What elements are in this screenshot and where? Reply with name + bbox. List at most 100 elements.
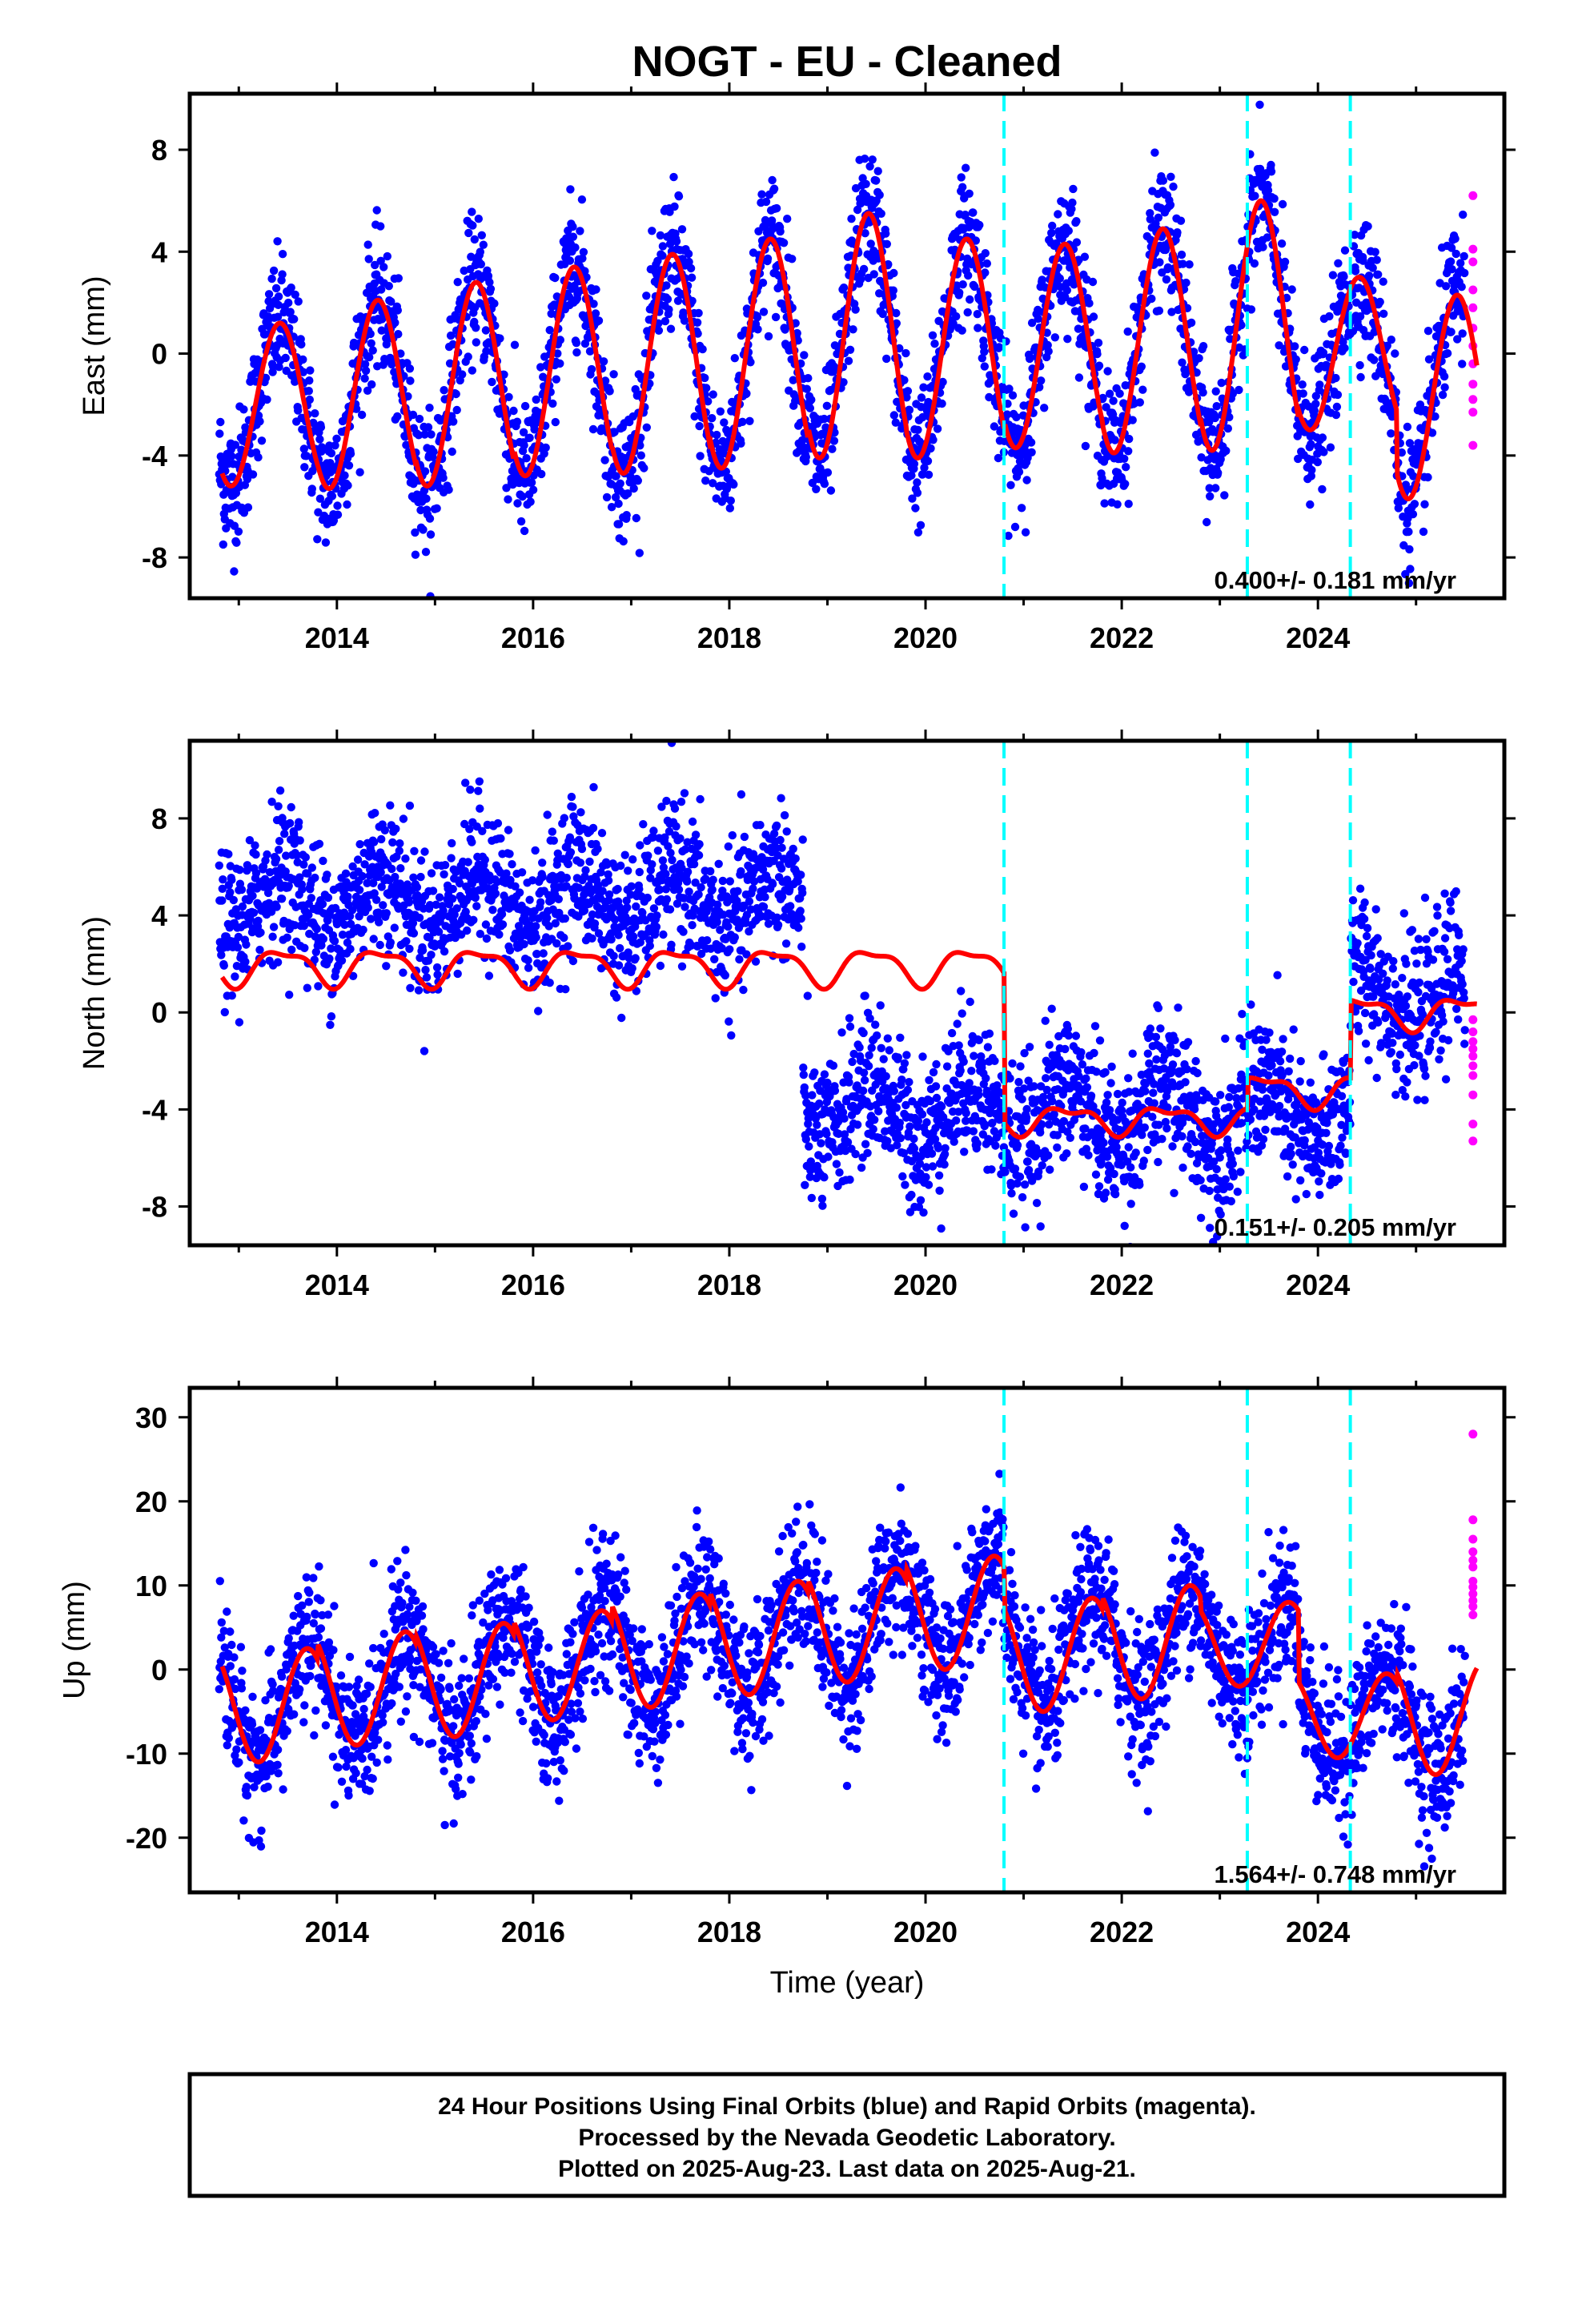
data-point-final bbox=[422, 973, 432, 982]
data-point-final bbox=[1166, 172, 1175, 181]
data-point-final bbox=[709, 390, 717, 399]
data-point-final bbox=[1359, 256, 1367, 265]
data-point-final bbox=[1263, 186, 1273, 195]
data-point-final bbox=[496, 834, 505, 843]
data-point-final bbox=[818, 1201, 827, 1210]
data-point-final bbox=[312, 924, 321, 934]
data-point-final bbox=[847, 215, 856, 223]
data-point-final bbox=[420, 430, 429, 439]
data-point-final bbox=[360, 860, 369, 869]
data-point-final bbox=[269, 266, 279, 275]
data-point-final bbox=[370, 838, 379, 846]
data-point-final bbox=[897, 1076, 906, 1084]
data-point-final bbox=[861, 179, 870, 188]
data-point-final bbox=[855, 1043, 864, 1052]
data-point-final bbox=[612, 472, 620, 480]
data-point-final bbox=[599, 357, 608, 366]
data-point-final bbox=[1055, 274, 1065, 283]
data-point-final bbox=[580, 872, 589, 881]
data-point-final bbox=[1404, 527, 1413, 537]
data-point-final bbox=[1034, 314, 1042, 324]
data-point-final bbox=[893, 397, 901, 406]
data-point-final bbox=[255, 417, 264, 426]
data-point-final bbox=[464, 352, 472, 361]
data-point-final bbox=[1080, 252, 1090, 261]
data-point-final bbox=[428, 887, 438, 895]
data-point-final bbox=[1375, 297, 1384, 307]
data-point-final bbox=[299, 368, 307, 376]
data-point-final bbox=[738, 417, 747, 426]
data-point-final bbox=[1169, 182, 1178, 191]
y-tick-label: 8 bbox=[151, 134, 167, 167]
data-point-final bbox=[1074, 373, 1084, 382]
data-point-final bbox=[1067, 204, 1076, 214]
data-point-final bbox=[994, 453, 1003, 463]
data-point-final bbox=[683, 838, 692, 846]
data-point-final bbox=[405, 944, 414, 954]
data-point-final bbox=[632, 902, 640, 911]
data-point-final bbox=[368, 346, 377, 355]
data-point-final bbox=[777, 794, 785, 802]
data-point-final bbox=[896, 1033, 905, 1043]
data-point-final bbox=[798, 436, 807, 444]
data-point-final bbox=[875, 191, 884, 199]
data-point-final bbox=[565, 256, 575, 265]
data-point-final bbox=[913, 1116, 923, 1126]
data-point-final bbox=[472, 324, 480, 332]
data-point-final bbox=[263, 395, 271, 404]
x-tick-label: 2014 bbox=[305, 621, 369, 654]
data-point-final bbox=[1173, 228, 1182, 237]
data-point-final bbox=[294, 297, 303, 306]
data-point-final bbox=[1211, 484, 1220, 493]
data-point-final bbox=[623, 903, 632, 912]
data-point-final bbox=[1277, 239, 1287, 248]
data-point-final bbox=[1018, 411, 1028, 420]
data-point-final bbox=[344, 461, 354, 470]
data-point-final bbox=[509, 406, 518, 416]
data-point-final bbox=[597, 829, 607, 838]
data-point-final bbox=[568, 956, 578, 966]
data-point-final bbox=[406, 376, 415, 385]
data-point-final bbox=[399, 968, 408, 977]
data-point-final bbox=[1356, 372, 1365, 382]
data-point-final bbox=[1270, 207, 1279, 216]
data-point-final bbox=[759, 308, 769, 316]
data-point-final bbox=[938, 377, 947, 387]
data-point-final bbox=[889, 411, 899, 420]
data-point-final bbox=[587, 364, 596, 374]
data-point-final bbox=[807, 396, 816, 404]
data-point-final bbox=[375, 918, 383, 927]
data-point-final bbox=[458, 370, 467, 379]
data-point-final bbox=[1125, 434, 1134, 444]
data-point-final bbox=[646, 874, 655, 883]
data-point-final bbox=[1068, 198, 1077, 207]
data-point-final bbox=[1370, 356, 1379, 364]
data-point-final bbox=[708, 414, 717, 423]
data-point-final bbox=[1315, 380, 1324, 389]
data-point-final bbox=[801, 1135, 810, 1144]
data-point-final bbox=[377, 326, 386, 335]
data-point-final bbox=[673, 879, 683, 888]
model-fit-line bbox=[219, 198, 1480, 501]
data-point-final bbox=[677, 225, 687, 234]
data-point-final bbox=[821, 423, 830, 432]
data-point-final bbox=[1037, 376, 1046, 385]
data-point-final bbox=[777, 864, 786, 873]
data-point-final bbox=[1235, 385, 1243, 395]
data-point-final bbox=[804, 374, 813, 383]
data-point-final bbox=[1460, 251, 1468, 261]
data-point-final bbox=[1089, 312, 1098, 321]
data-point-final bbox=[1270, 194, 1279, 203]
data-point-final bbox=[1044, 347, 1053, 356]
data-point-final bbox=[665, 905, 675, 914]
data-point-final bbox=[355, 840, 364, 849]
data-point-final bbox=[594, 316, 604, 325]
data-point-final bbox=[636, 451, 645, 460]
data-point-final bbox=[304, 387, 313, 396]
data-point-final bbox=[1197, 453, 1206, 462]
data-point-final bbox=[901, 348, 910, 358]
data-point-final bbox=[415, 414, 424, 424]
data-point-final bbox=[363, 879, 371, 888]
data-point-final bbox=[727, 1031, 736, 1040]
data-point-final bbox=[313, 535, 322, 544]
